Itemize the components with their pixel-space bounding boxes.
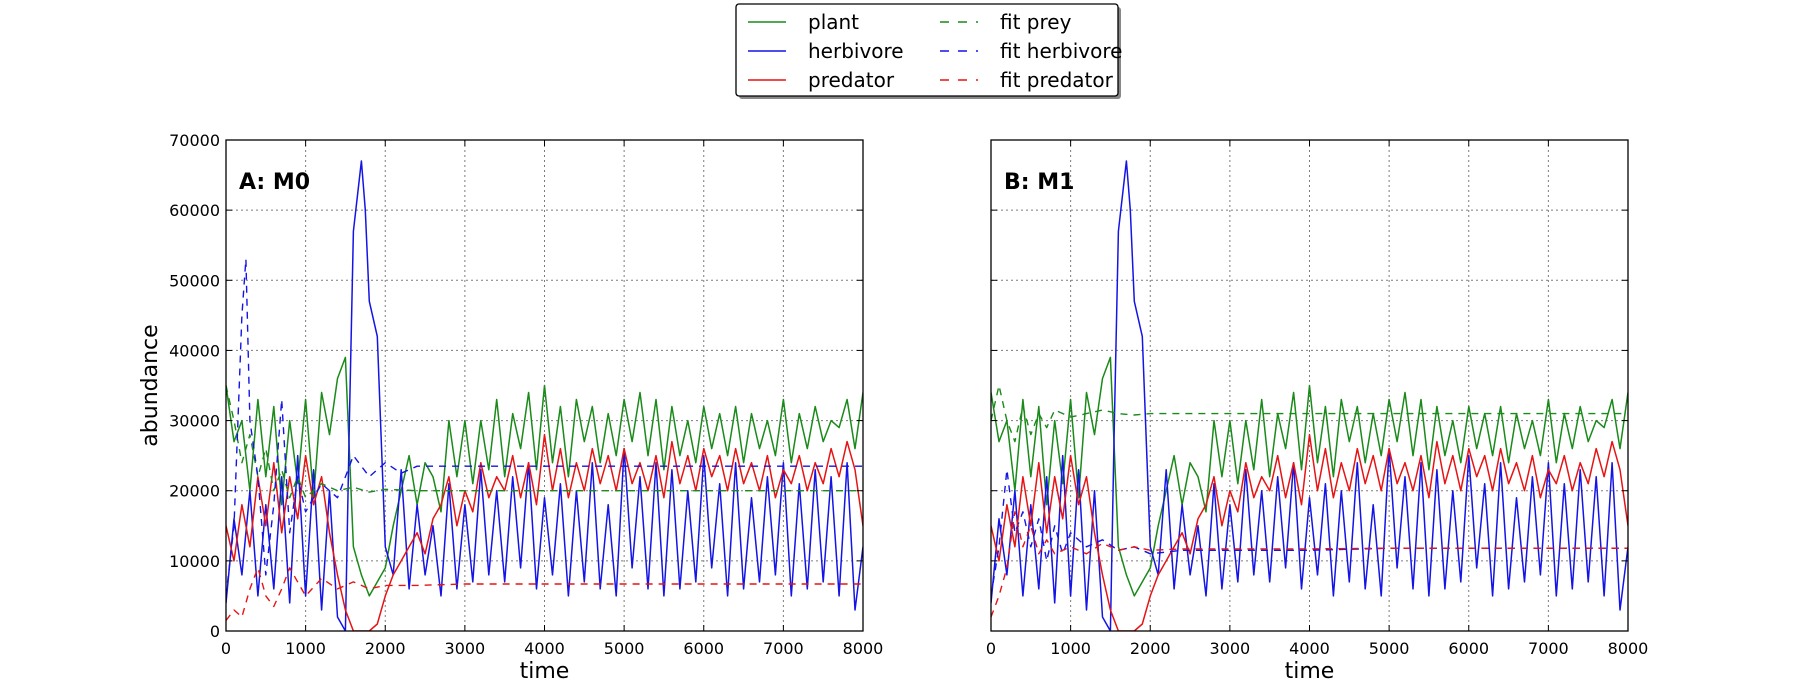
y-tick-label: 60000 [169,201,220,220]
x-tick-label: 7000 [1528,639,1569,658]
series-group [991,160,1628,631]
x-tick-label: 5000 [1369,639,1410,658]
x-tick-label: 3000 [1210,639,1251,658]
series-line-plant [991,356,1628,597]
x-tick-label: 2000 [1130,639,1171,658]
x-tick-label: 6000 [1448,639,1489,658]
series-line-fit-herbivore [226,258,863,596]
series-line-plant [226,356,863,597]
legend-label-plant: plant [808,10,859,34]
x-tick-label: 5000 [604,639,645,658]
series-line-fit-predator [226,567,863,621]
panel-b: 0 1000 2000 3000 4000 5000 6000 7000 8000 B: M1 ti… [986,139,1649,684]
x-tick-label: 0 [986,639,996,658]
panel-label: B: M1 [1004,170,1074,195]
legend: plant herbivore predator fit prey fit herbiv… [735,3,1122,99]
x-tick-label: 6000 [683,639,724,658]
y-tick-label: 30000 [169,412,220,431]
legend-label-herbivore: herbivore [808,39,904,63]
panel-label: A: M0 [239,170,310,195]
y-tick-label: 10000 [169,552,220,571]
y-tick-label: 20000 [169,482,220,501]
legend-label-fit-predator: fit predator [1000,68,1114,92]
x-tick-label: 2000 [365,639,406,658]
series-line-predator [226,433,863,631]
y-tick-label: 0 [210,622,220,641]
x-tick-label: 0 [221,639,231,658]
x-tick-label: 4000 [524,639,565,658]
x-axis-label: time [520,659,570,684]
x-tick-label: 1000 [285,639,326,658]
x-axis-label: time [1285,659,1335,684]
x-tick-label: 4000 [1289,639,1330,658]
panel-a: 0 1000 2000 3000 4000 5000 6000 7000 8000 0 10000 2… [138,131,883,684]
x-tick-label: 8000 [843,639,884,658]
series-group [226,160,863,631]
series-line-fit-prey [991,384,1628,443]
y-axis-label: abundance [138,324,163,446]
x-tick-label: 7000 [763,639,804,658]
series-line-fit-herbivore [991,469,1628,597]
series-line-fit-prey [226,385,863,499]
y-tick-label: 40000 [169,341,220,360]
series-line-herbivore [226,160,863,631]
y-tick-label: 70000 [169,131,220,150]
legend-label-predator: predator [808,68,895,92]
y-tick-label: 50000 [169,271,220,290]
series-line-herbivore [991,160,1628,631]
legend-box [735,3,1119,97]
legend-label-fit-herbivore: fit herbivore [1000,39,1122,63]
legend-label-fit-prey: fit prey [1000,10,1072,34]
x-tick-label: 3000 [445,639,486,658]
x-tick-label: 1000 [1050,639,1091,658]
x-tick-label: 8000 [1608,639,1649,658]
